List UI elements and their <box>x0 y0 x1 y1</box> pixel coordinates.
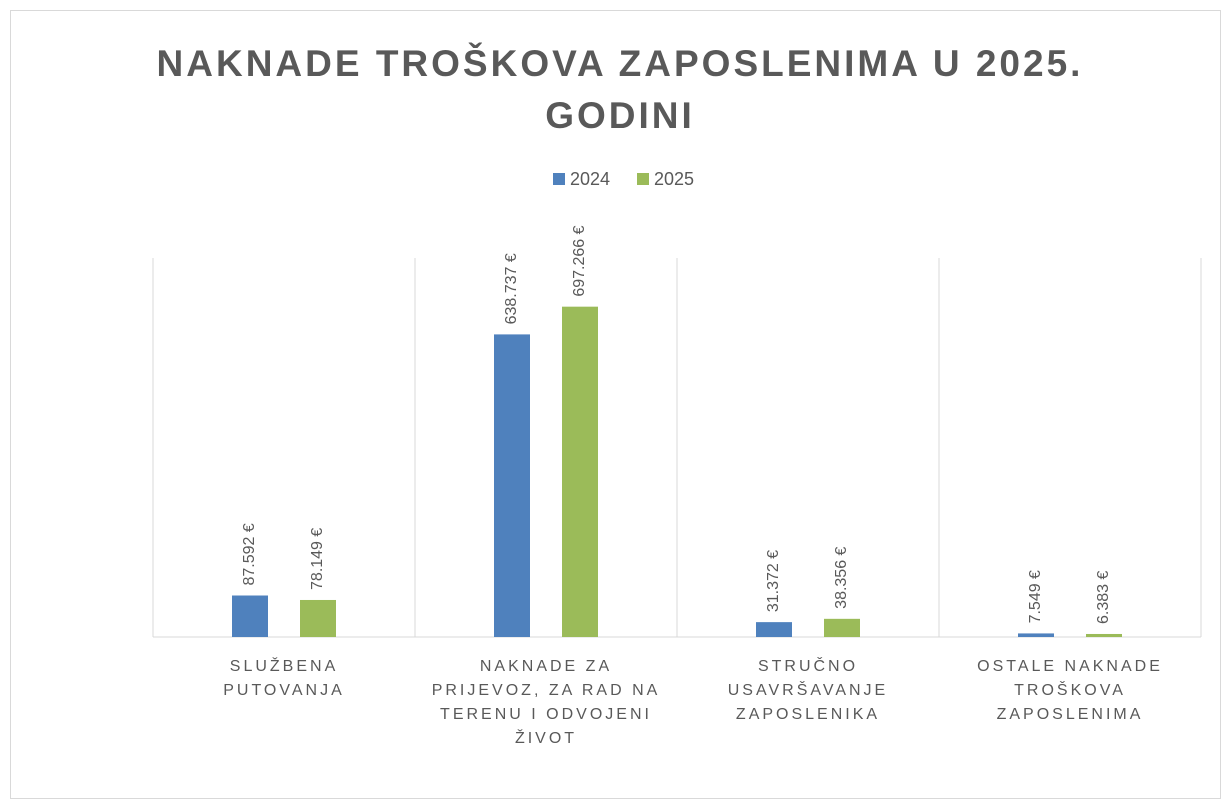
data-label: 87.592 € <box>241 523 258 585</box>
bar <box>1086 633 1122 637</box>
data-label: 697.266 € <box>571 225 588 296</box>
data-label: 7.549 € <box>1027 570 1044 623</box>
legend-label: 2024 <box>570 169 610 189</box>
x-tick-label: STRUČNO USAVRŠAVANJE ZAPOSLENIKA <box>727 658 889 723</box>
bar <box>756 622 792 637</box>
bar <box>494 334 530 637</box>
bar <box>300 599 336 637</box>
data-label: 38.356 € <box>833 546 850 608</box>
legend-label: 2025 <box>654 169 694 189</box>
bar <box>232 595 268 637</box>
data-label: 31.372 € <box>765 550 782 612</box>
chart-title: NAKNADE TROŠKOVA ZAPOSLENIMA U 2025. GOD… <box>156 43 1084 136</box>
legend-swatch <box>553 173 565 185</box>
x-tick-label: NAKNADE ZA PRIJEVOZ, ZA RAD NA TERENU I … <box>431 658 661 747</box>
x-tick-label: OSTALE NAKNADE TROŠKOVA ZAPOSLENIMA <box>977 658 1163 723</box>
data-label: 638.737 € <box>503 253 520 324</box>
legend-swatch <box>637 173 649 185</box>
x-tick-label: SLUŽBENA PUTOVANJA <box>223 658 345 699</box>
data-label: 6.383 € <box>1095 570 1112 623</box>
chart-frame <box>10 10 1221 799</box>
data-label: 78.149 € <box>309 528 326 590</box>
bar <box>1018 633 1054 637</box>
bar <box>824 618 860 637</box>
bar <box>562 306 598 637</box>
